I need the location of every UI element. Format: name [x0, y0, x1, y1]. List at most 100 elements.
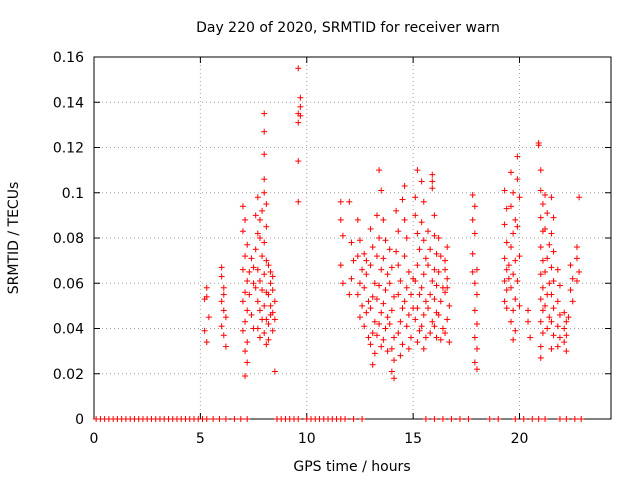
data-point	[222, 314, 229, 321]
data-point	[267, 302, 274, 309]
data-point	[418, 284, 425, 291]
data-point	[348, 275, 355, 282]
data-point	[365, 334, 372, 341]
data-point	[390, 375, 397, 382]
data-point	[542, 302, 549, 309]
data-point	[271, 316, 278, 323]
data-point	[433, 282, 440, 289]
data-point	[367, 341, 374, 348]
data-point	[365, 298, 372, 305]
data-point	[393, 207, 400, 214]
data-point	[369, 330, 376, 337]
data-point	[501, 221, 508, 228]
data-point	[401, 298, 408, 305]
data-point	[373, 296, 380, 303]
data-point	[442, 266, 449, 273]
data-point	[444, 316, 451, 323]
data-point	[418, 219, 425, 226]
data-point	[256, 216, 263, 223]
data-point	[548, 264, 555, 271]
data-point	[388, 307, 395, 314]
data-point	[469, 268, 476, 275]
data-point	[556, 311, 563, 318]
data-point	[429, 318, 436, 325]
data-point	[361, 250, 368, 257]
data-point	[412, 212, 419, 219]
data-point	[339, 280, 346, 287]
data-point	[548, 230, 555, 237]
data-point	[254, 298, 261, 305]
data-point	[390, 293, 397, 300]
data-point	[356, 280, 363, 287]
data-point	[263, 257, 270, 264]
data-point	[414, 230, 421, 237]
data-point	[367, 305, 374, 312]
data-point	[508, 318, 515, 325]
data-point	[512, 416, 519, 422]
data-point	[354, 253, 361, 260]
data-point	[269, 309, 276, 316]
data-point	[473, 320, 480, 327]
data-point	[261, 176, 268, 183]
data-point	[469, 192, 476, 199]
data-point	[512, 216, 519, 223]
data-point	[376, 167, 383, 174]
data-point	[295, 416, 302, 422]
data-point	[401, 253, 408, 260]
data-point	[412, 316, 419, 323]
data-point	[514, 176, 521, 183]
data-point	[576, 194, 583, 201]
data-point	[210, 416, 217, 422]
data-point	[542, 225, 549, 232]
data-point	[239, 298, 246, 305]
y-tick-label: 0.04	[53, 322, 84, 338]
y-tick-label: 0.1	[62, 186, 84, 202]
data-point	[431, 416, 438, 422]
data-point	[512, 296, 519, 303]
data-point	[563, 348, 570, 355]
data-point	[363, 257, 370, 264]
data-point	[510, 336, 517, 343]
data-point	[295, 198, 302, 205]
data-point	[516, 302, 523, 309]
data-point	[403, 323, 410, 330]
data-point	[414, 262, 421, 269]
data-point	[244, 307, 251, 314]
data-point	[261, 239, 268, 246]
data-point	[412, 277, 419, 284]
data-point	[248, 255, 255, 262]
data-point	[263, 316, 270, 323]
data-point	[259, 253, 266, 260]
data-point	[576, 268, 583, 275]
data-point	[537, 187, 544, 194]
data-point	[376, 235, 383, 241]
data-point	[548, 345, 555, 352]
data-point	[231, 416, 238, 422]
data-point	[473, 366, 480, 373]
data-point	[244, 359, 251, 366]
data-point	[431, 212, 438, 219]
data-point	[384, 348, 391, 355]
data-point	[295, 119, 302, 126]
data-point	[373, 253, 380, 260]
data-point	[495, 416, 502, 422]
data-point	[431, 296, 438, 303]
data-point	[220, 291, 227, 298]
data-point	[537, 343, 544, 350]
axis-ticks: 0 5 10 15 20 0 0.02 0.04 0.06 0.08 0.1 0.12 0.14 0.16	[53, 50, 611, 447]
data-point	[388, 368, 395, 375]
data-point	[408, 334, 415, 341]
data-point	[527, 334, 534, 341]
data-point	[471, 203, 478, 210]
data-point	[439, 416, 446, 422]
data-point	[550, 214, 557, 221]
data-point	[437, 298, 444, 305]
data-point	[433, 250, 440, 257]
data-point	[512, 257, 519, 264]
data-point	[535, 416, 542, 422]
data-point	[269, 273, 276, 280]
data-point	[420, 345, 427, 352]
y-axis-label: SRMTID / TECUs	[6, 182, 22, 295]
data-point	[416, 246, 423, 253]
data-point	[254, 194, 261, 201]
